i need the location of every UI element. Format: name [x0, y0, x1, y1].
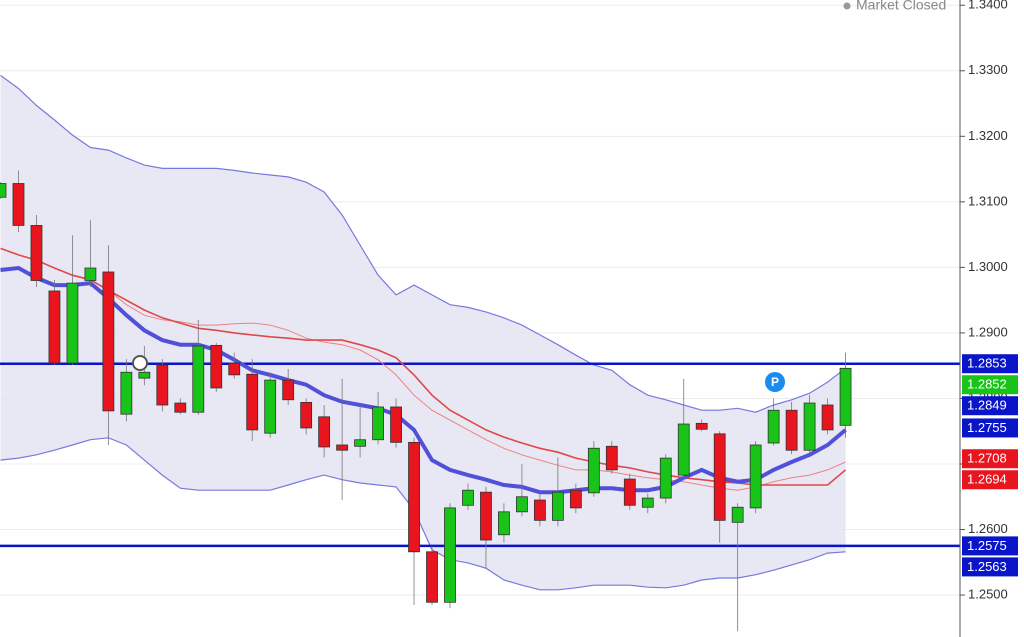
price-tag-label: 1.2755 [967, 420, 1007, 435]
price-tag-label: 1.2849 [967, 398, 1007, 413]
y-tick-label: 1.2900 [968, 324, 1008, 339]
p-icon-label: P [771, 375, 779, 389]
candle-body [192, 345, 205, 413]
candle-body [354, 439, 367, 447]
y-tick-label: 1.3300 [968, 62, 1008, 77]
candle-body [677, 423, 690, 476]
indicator-line [0, 247, 847, 486]
y-tick-label: 1.3400 [968, 0, 1008, 12]
candle-body [695, 422, 708, 430]
candle-body [156, 364, 169, 406]
price-tag-label: 1.2708 [967, 451, 1007, 466]
band-lower [0, 437, 846, 591]
candle-body [390, 406, 402, 443]
candle-body [282, 379, 295, 401]
candle-body [462, 489, 474, 506]
candle-body [659, 457, 672, 499]
y-tick-label: 1.3200 [968, 128, 1008, 143]
candle-body [516, 496, 528, 513]
candle-body [731, 506, 744, 523]
price-tag: 1.2575 [962, 536, 1018, 556]
candle-body [480, 491, 492, 541]
candle-body [102, 271, 115, 412]
candle-body [30, 225, 43, 281]
price-tag-box [962, 418, 1018, 438]
price-tag: 1.2708 [962, 449, 1018, 469]
candle-body [408, 441, 420, 553]
candle-body [713, 433, 726, 521]
price-tag-box [962, 536, 1018, 556]
price-tag: 1.2694 [962, 470, 1018, 490]
candle-body [767, 409, 780, 444]
price-tag-box [962, 396, 1018, 416]
candle-body [605, 445, 618, 471]
price-tag: 1.2849 [962, 396, 1018, 416]
candle-body [641, 497, 654, 508]
candle-body [372, 406, 384, 441]
candle-body [318, 416, 331, 448]
order-marker [132, 355, 148, 371]
candle-body [210, 344, 223, 389]
candle-body [246, 373, 259, 431]
y-tick-label: 1.3100 [968, 193, 1008, 208]
candle-body [623, 478, 636, 506]
candle-body [120, 371, 133, 415]
candle-body [66, 282, 79, 364]
candle-body [587, 447, 600, 494]
candle-body [569, 489, 582, 509]
price-tag-box [962, 354, 1018, 374]
candle-body [821, 404, 834, 431]
candle-body [12, 183, 25, 226]
candle-body [426, 551, 438, 603]
band-fill [0, 75, 846, 590]
candle-body [48, 290, 61, 364]
price-tag-label: 1.2563 [967, 559, 1007, 574]
candle-body [138, 371, 151, 379]
candle-body [551, 491, 564, 521]
candle-body [264, 379, 277, 434]
price-tag-box [962, 449, 1018, 469]
price-tag: 1.2852 [962, 375, 1018, 395]
price-tag-box [962, 375, 1018, 395]
price-tag-label: 1.2694 [967, 472, 1007, 487]
price-tag: 1.2853 [962, 354, 1018, 374]
price-tag: 1.2755 [962, 418, 1018, 438]
price-tag-label: 1.2575 [967, 538, 1007, 553]
candle-body [803, 402, 816, 451]
candle-body [534, 499, 546, 521]
market-status: Market Closed [856, 0, 946, 13]
candle-body [300, 401, 313, 429]
band-upper [0, 74, 846, 413]
candle-body [749, 444, 762, 509]
candle-body [839, 367, 852, 426]
indicator-line [0, 265, 847, 495]
candle-body [336, 444, 349, 451]
y-tick-label: 1.3000 [968, 259, 1008, 274]
candle-body [444, 507, 456, 603]
price-tag-box [962, 557, 1018, 577]
price-tag: 1.2563 [962, 557, 1018, 577]
candle-body [174, 402, 187, 413]
price-tag-label: 1.2852 [967, 377, 1007, 392]
p-icon-bg [765, 372, 785, 392]
price-tag-label: 1.2853 [967, 356, 1007, 371]
candle-body [0, 183, 7, 198]
status-dot [843, 2, 851, 10]
y-tick-label: 1.2600 [968, 521, 1008, 536]
candle-body [84, 267, 97, 281]
y-tick-label: 1.2500 [968, 586, 1008, 601]
price-tag-box [962, 470, 1018, 490]
candle-body [785, 409, 798, 451]
candle-body [498, 511, 510, 536]
candle-body [228, 362, 241, 376]
